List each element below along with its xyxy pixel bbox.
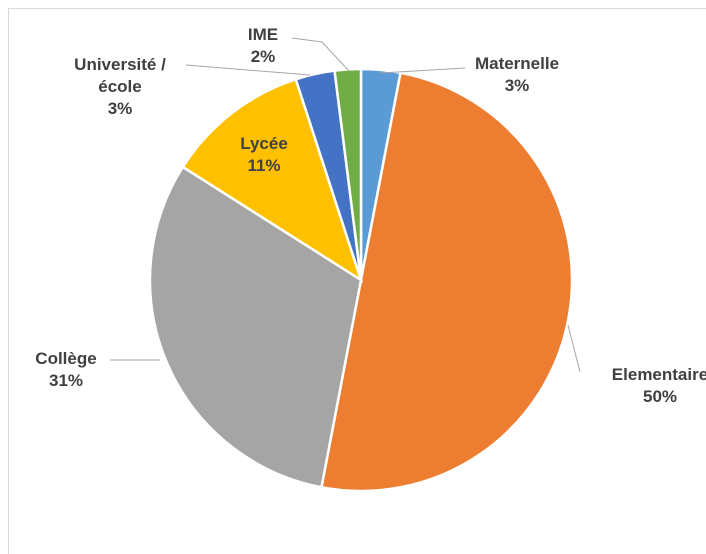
leader-lines — [110, 37, 581, 373]
category-label: Maternelle — [474, 54, 560, 73]
category-label: Lycée — [240, 134, 288, 153]
value-label: 11% — [247, 156, 281, 175]
leader-line — [185, 64, 311, 76]
slice-label: Maternelle 3% — [447, 53, 587, 97]
category-label: Collège — [35, 349, 97, 368]
leader-line — [567, 324, 581, 373]
slice-label: IME 2% — [193, 24, 333, 68]
slice-label: Collège 31% — [0, 348, 136, 392]
value-label: 3% — [107, 99, 133, 118]
category-label: Elementaire — [611, 365, 706, 384]
value-label: 2% — [250, 47, 276, 66]
slice-label: Université / école 3% — [64, 54, 176, 120]
value-label: 31% — [48, 371, 84, 390]
leader-line — [291, 37, 350, 72]
value-label: 3% — [504, 76, 530, 95]
category-label: Université / école — [74, 55, 166, 96]
category-label: IME — [247, 25, 279, 44]
slice-label: Lycée 11% — [194, 133, 334, 177]
leader-line — [379, 67, 466, 74]
pie-slice — [181, 77, 364, 283]
slice-label: Elementaire 50% — [590, 364, 706, 408]
chart-frame — [8, 8, 706, 554]
value-label: 50% — [642, 387, 678, 406]
pie-slice — [320, 71, 574, 493]
